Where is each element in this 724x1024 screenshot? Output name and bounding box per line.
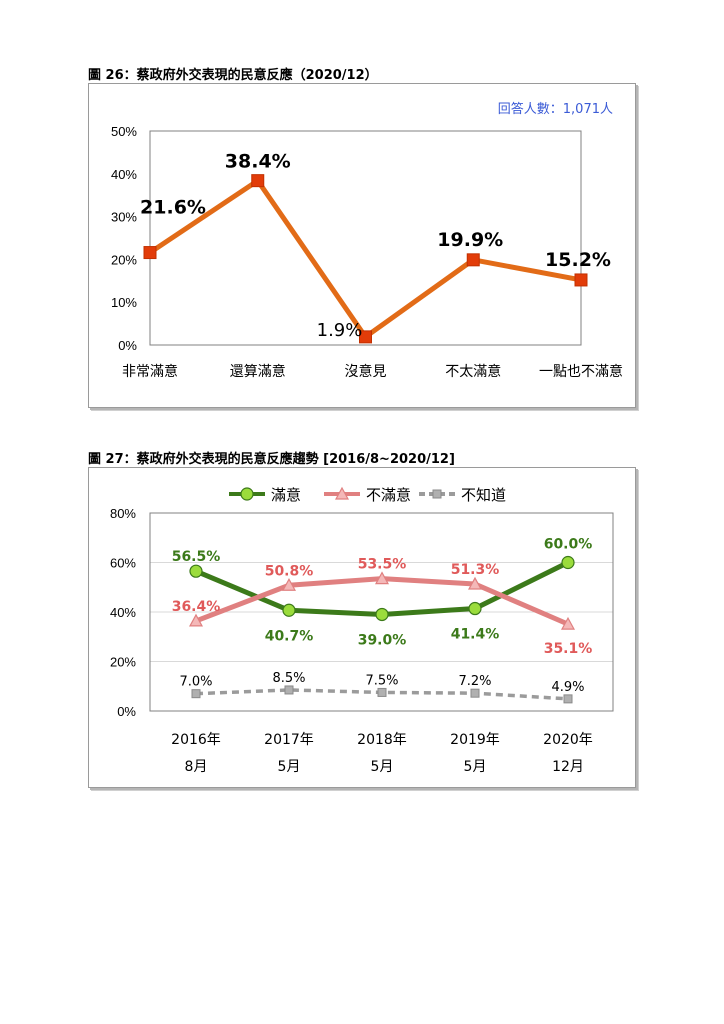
data-label-1: 51.3% <box>451 562 500 578</box>
y-tick-label: 20% <box>110 655 136 670</box>
data-label-2: 7.2% <box>458 674 491 689</box>
x-category-month: 8月 <box>185 759 208 775</box>
y-tick-label: 50% <box>111 124 137 139</box>
data-point-marker-0 <box>282 603 296 617</box>
data-label: 1.9% <box>317 320 363 341</box>
data-point-marker <box>143 246 157 260</box>
figure-26-frame: 回答人數：1,071人 0% 10% 20% 30% 40% 50% 非常滿意 還算滿意 沒意見… <box>88 83 636 408</box>
x-category-label: 沒意見 <box>345 363 387 380</box>
data-label-1: 50.8% <box>265 563 314 579</box>
respondent-count-note: 回答人數：1,071人 <box>498 101 613 117</box>
figure-26-caption: 圖 26：蔡政府外交表現的民意反應（2020/12） <box>88 68 378 83</box>
x-category-year: 2018年 <box>357 732 407 748</box>
plot-area <box>149 130 582 346</box>
data-label: 21.6% <box>140 197 206 219</box>
data-label: 38.4% <box>225 151 291 173</box>
data-point-marker <box>251 174 265 188</box>
y-tick-label: 10% <box>111 295 137 310</box>
data-label-2: 4.9% <box>551 680 584 695</box>
legend-label-1: 不滿意 <box>366 486 411 504</box>
data-label-1: 36.4% <box>172 599 221 615</box>
data-point-marker-1 <box>374 571 390 585</box>
x-category-label: 不太滿意 <box>445 363 501 380</box>
x-category-year: 2017年 <box>264 732 314 748</box>
x-category-label: 非常滿意 <box>122 363 178 380</box>
data-label-0: 40.7% <box>265 628 314 644</box>
legend-label-2: 不知道 <box>461 486 506 504</box>
x-category-month: 5月 <box>278 759 301 775</box>
data-point-marker-2 <box>191 689 201 699</box>
data-point-marker-2 <box>470 688 480 698</box>
chart-27: 0% 20% 40% 60% 80% 2016年 8月 2017年 5月 2018年 5月 2019年… <box>110 486 614 775</box>
data-point-marker-1 <box>281 578 297 591</box>
x-category-year: 2020年 <box>543 732 593 748</box>
data-label-0: 60.0% <box>544 537 593 553</box>
data-point-marker-0 <box>189 564 203 578</box>
data-label-0: 56.5% <box>172 549 221 565</box>
data-point-marker <box>574 273 588 287</box>
x-category-label: 還算滿意 <box>230 363 286 380</box>
x-category-month: 5月 <box>464 759 487 775</box>
y-tick-label: 30% <box>111 210 137 225</box>
data-label: 15.2% <box>545 249 611 271</box>
data-point-marker-0 <box>375 607 389 622</box>
y-tick-label: 60% <box>110 556 136 571</box>
x-category-year: 2016年 <box>171 732 221 748</box>
x-category-year: 2019年 <box>450 732 500 748</box>
data-point-marker <box>466 253 480 267</box>
y-tick-label: 0% <box>117 704 136 719</box>
figure-27-caption: 圖 27：蔡政府外交表現的民意反應趨勢 [2016/8~2020/12] <box>88 452 455 467</box>
data-label-2: 7.0% <box>179 675 212 690</box>
data-label-1: 35.1% <box>544 641 593 657</box>
data-label-2: 8.5% <box>272 671 305 686</box>
y-tick-label: 20% <box>111 252 137 267</box>
series-line <box>148 178 582 340</box>
x-category-label: 一點也不滿意 <box>539 363 623 380</box>
x-category-month: 12月 <box>552 759 584 775</box>
data-point-marker-2 <box>377 687 387 697</box>
data-label: 19.9% <box>437 229 503 251</box>
y-tick-label: 80% <box>110 506 136 521</box>
data-label-2: 7.5% <box>365 673 398 688</box>
data-point-marker <box>359 330 372 344</box>
plot-area <box>149 512 614 712</box>
x-category-month: 5月 <box>371 759 394 775</box>
data-label-1: 53.5% <box>358 557 407 573</box>
data-point-marker-0 <box>561 555 575 570</box>
legend-marker-1 <box>334 486 350 500</box>
legend-label-0: 滿意 <box>271 486 301 504</box>
y-tick-label: 40% <box>111 167 137 182</box>
data-point-marker-1 <box>560 616 576 630</box>
legend-marker-0 <box>240 487 254 501</box>
y-tick-label: 40% <box>110 605 136 620</box>
data-label-0: 41.4% <box>451 627 500 643</box>
chart-26: 回答人數：1,071人 0% 10% 20% 30% 40% 50% 非常滿意 還算滿意 沒意見… <box>111 101 623 380</box>
figure-27-frame: 0% 20% 40% 60% 80% 2016年 8月 2017年 5月 2018年 5月 2019年… <box>88 467 636 788</box>
legend-marker-2 <box>432 489 442 499</box>
data-point-marker-1 <box>188 613 204 627</box>
data-point-marker-2 <box>284 685 294 695</box>
data-point-marker-2 <box>563 694 573 704</box>
data-point-marker-1 <box>467 576 483 590</box>
data-point-marker-0 <box>468 601 482 616</box>
data-label-0: 39.0% <box>358 632 407 648</box>
y-tick-label: 0% <box>118 338 137 353</box>
